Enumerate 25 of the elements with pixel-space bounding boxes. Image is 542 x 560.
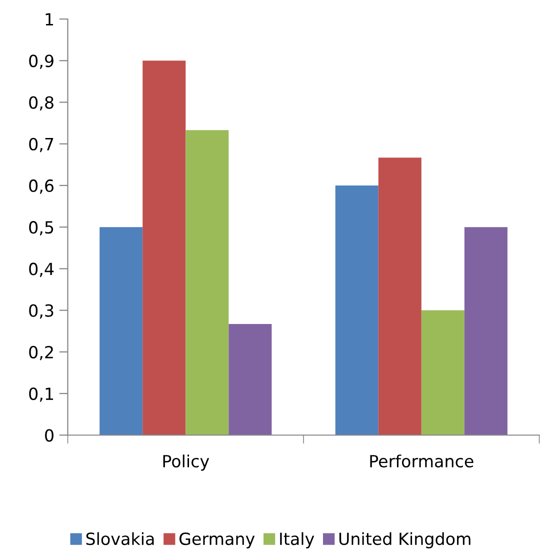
y-tick-label: 0,1 [29,387,54,402]
bar [464,227,508,436]
y-tick-label: 0,6 [29,179,54,194]
legend-label: Germany [179,532,255,548]
bar [335,185,378,436]
y-tick-label: 0,5 [29,221,54,236]
x-tick-label: Performance [370,454,474,468]
bar [142,60,186,436]
y-tick-label: 1 [46,13,54,26]
y-tick-label: 0,9 [29,54,54,69]
legend-label: Italy [280,532,314,548]
y-tick-label: 0,2 [29,346,53,360]
bar [100,227,143,436]
bar [186,130,229,436]
y-tick-label: 0,4 [29,262,54,277]
bar [228,324,272,436]
y-tick-label: 0 [45,429,54,442]
x-tick-label: Policy [163,454,210,471]
bar [421,310,464,436]
bar [378,158,422,436]
legend-label: United Kingdom [339,532,470,548]
y-tick-label: 0,3 [29,304,54,319]
y-tick-label: 0,8 [29,96,54,111]
legend-label: Slovakia [86,532,154,546]
y-tick-label: 0,7 [29,138,54,152]
